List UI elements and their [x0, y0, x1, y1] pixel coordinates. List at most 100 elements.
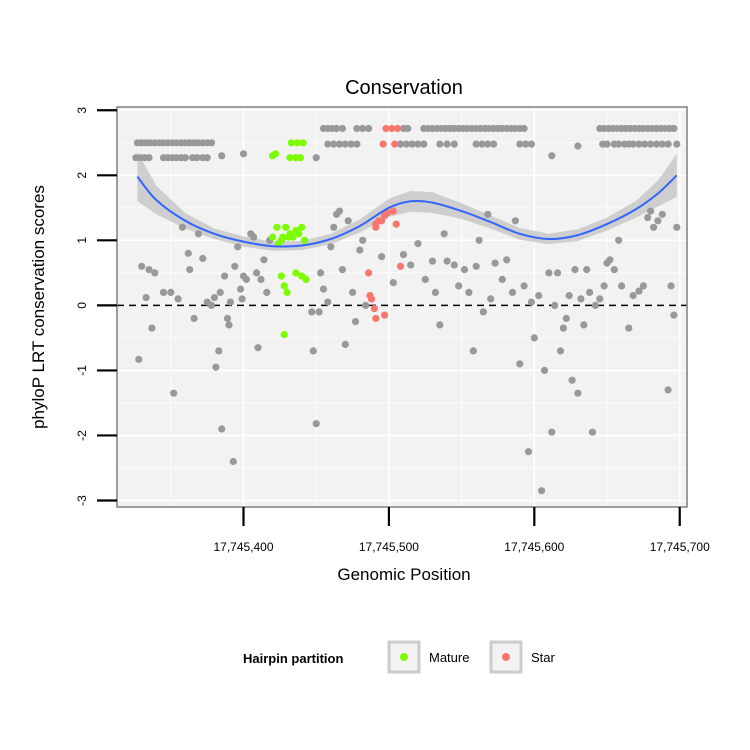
point-other — [484, 140, 492, 148]
point-other — [527, 140, 536, 148]
point-other — [503, 256, 511, 264]
point-other — [148, 324, 156, 332]
point-other — [420, 140, 428, 148]
point-other — [254, 344, 262, 352]
point-other — [484, 210, 492, 218]
plot-border — [116, 106, 688, 508]
point-other — [237, 285, 245, 293]
point-other — [443, 257, 451, 265]
point-mature — [279, 233, 287, 241]
point-other — [491, 259, 499, 267]
point-other — [353, 140, 361, 148]
series-mature — [269, 139, 310, 339]
point-star — [394, 124, 402, 133]
point-other — [516, 140, 524, 148]
point-other — [231, 262, 239, 270]
point-other — [250, 233, 258, 241]
point-other — [312, 420, 320, 428]
point-other — [548, 152, 556, 160]
legend-swatch-mature — [400, 653, 408, 661]
point-other — [414, 240, 422, 248]
point-other — [664, 386, 672, 394]
point-star — [381, 311, 389, 319]
point-other — [315, 308, 323, 316]
point-other — [565, 292, 573, 300]
point-other — [341, 340, 349, 348]
point-other — [639, 282, 648, 290]
point-other — [378, 253, 386, 261]
point-other — [588, 428, 597, 436]
point-other — [527, 298, 536, 306]
y-tick-label: 1 — [75, 237, 89, 244]
point-other — [199, 254, 207, 263]
point-other — [362, 301, 370, 309]
point-other — [319, 285, 328, 293]
point-mature — [299, 139, 307, 147]
point-other — [568, 376, 576, 384]
point-other — [644, 214, 652, 222]
point-other — [431, 288, 439, 296]
point-mature — [282, 223, 290, 231]
point-other — [436, 321, 444, 329]
point-other — [347, 140, 355, 148]
point-other — [356, 246, 364, 254]
point-other — [226, 298, 234, 306]
point-other — [540, 366, 549, 374]
point-star — [388, 124, 396, 133]
legend: Hairpin partition Mature Star — [243, 640, 556, 674]
point-other — [436, 140, 444, 148]
point-other — [324, 140, 332, 148]
point-other — [407, 261, 415, 269]
x-tick-label: 17,745,600 — [504, 540, 564, 554]
point-other — [263, 288, 271, 296]
point-other — [641, 140, 649, 148]
point-other — [629, 140, 637, 148]
point-other — [135, 355, 143, 363]
point-star — [367, 295, 376, 303]
point-other — [647, 207, 655, 215]
point-other — [530, 334, 538, 342]
point-other — [577, 295, 585, 303]
point-other — [229, 457, 237, 466]
point-star — [372, 314, 380, 322]
point-star — [396, 262, 405, 270]
point-mature — [289, 233, 297, 241]
point-mature — [277, 272, 285, 280]
point-other — [212, 363, 220, 371]
x-tick-label: 17,745,700 — [650, 540, 710, 554]
point-other — [257, 275, 265, 283]
point-mature — [287, 139, 296, 147]
point-other — [389, 279, 397, 287]
point-star — [389, 207, 397, 215]
point-other — [652, 140, 661, 148]
legend-label-mature: Mature — [429, 650, 469, 665]
y-tick-label: -1 — [75, 365, 89, 376]
point-other — [475, 236, 483, 244]
point-other — [151, 269, 159, 277]
x-axis: 17,745,400 17,745,500 17,745,600 17,745,700 — [213, 507, 710, 554]
point-other — [667, 282, 675, 290]
point-star — [382, 124, 390, 133]
point-other — [443, 140, 451, 148]
point-other — [190, 314, 198, 322]
point-other — [194, 230, 202, 238]
point-other — [338, 266, 346, 274]
point-other — [600, 282, 608, 290]
point-other — [520, 282, 528, 290]
point-other — [159, 288, 168, 296]
point-mature — [269, 233, 277, 241]
point-other — [545, 269, 553, 277]
point-other — [218, 425, 226, 433]
point-other — [635, 287, 643, 295]
point-other — [402, 140, 410, 148]
point-other — [174, 295, 182, 303]
point-other — [559, 324, 568, 332]
y-tick-label: -3 — [75, 495, 89, 506]
point-other — [535, 292, 543, 300]
smooth-trend-line — [136, 174, 678, 248]
point-other — [181, 154, 189, 162]
y-tick-label: -2 — [75, 430, 89, 441]
point-other — [330, 223, 338, 231]
point-other — [203, 154, 211, 162]
